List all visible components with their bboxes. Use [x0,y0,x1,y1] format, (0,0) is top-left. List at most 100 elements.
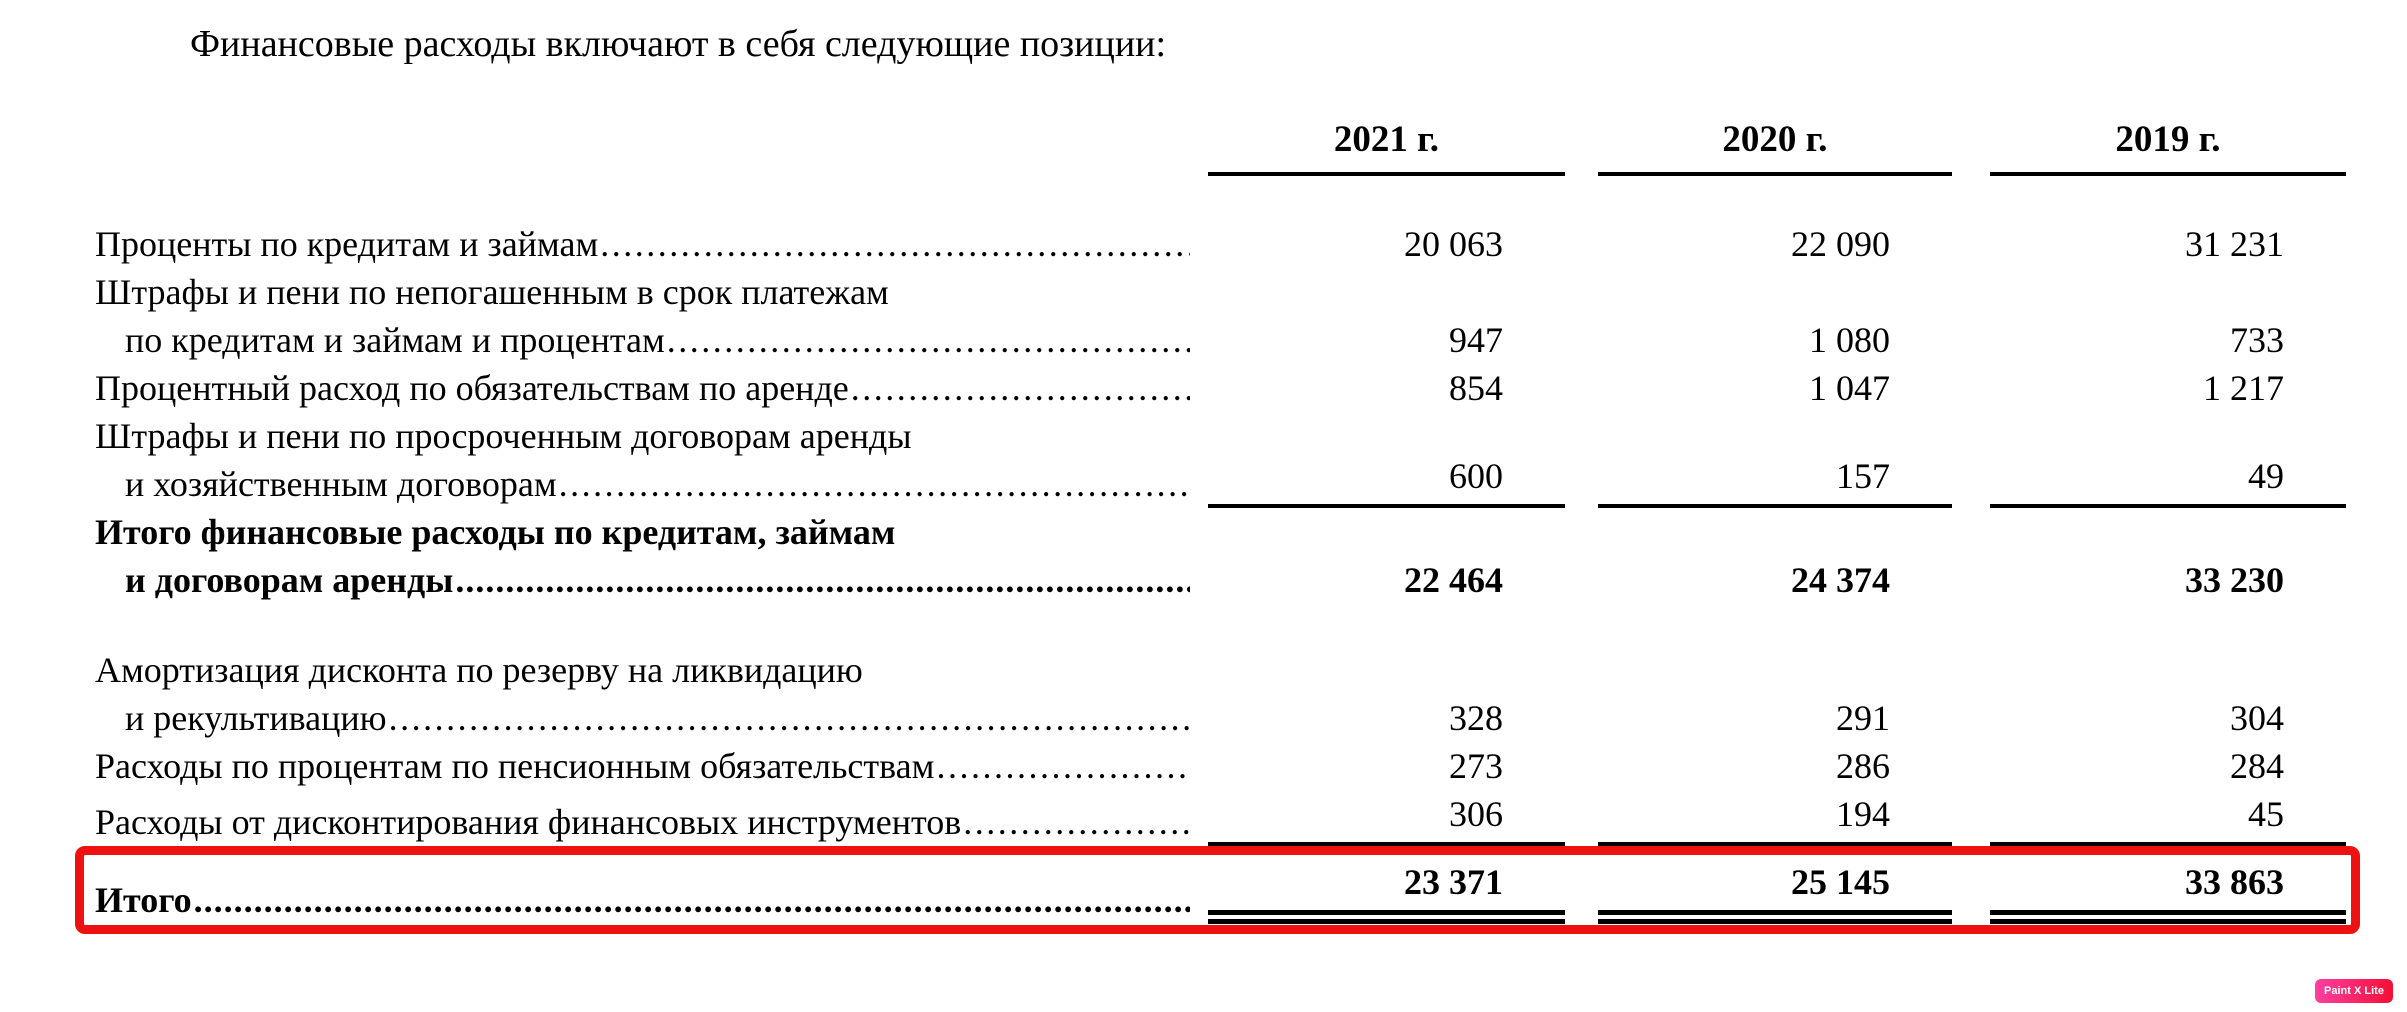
row-label-text: Штрафы и пени по просроченным договорам … [95,416,912,456]
dot-leader: ........................................… [666,320,1190,360]
row-value-text: 20 063 [1404,224,1503,264]
row-value-text: 33 230 [2185,560,2284,600]
total-label-text: Итого [95,880,192,920]
table-row: Итого финансовые расходы по кредитам, за… [95,508,2346,604]
row-value-text: 31 231 [2185,224,2284,264]
total-value-text: 23 371 [1404,862,1503,902]
row-value-2021: 20 063 [1208,220,1565,268]
row-value-text: 284 [2230,746,2284,786]
row-label-text: и хозяйственным договорам [125,464,557,504]
row-value-text: 49 [2248,456,2284,496]
row-label-line: Итого финансовые расходы по кредитам, за… [95,508,1190,556]
table-row: Штрафы и пени по просроченным договорам … [95,412,2346,508]
row-value-2019: 33 230 [1990,508,2346,604]
total-value-2019: 33 863 [1990,858,2346,924]
row-value-text: 45 [2248,794,2284,834]
row-value-text: 291 [1836,698,1890,738]
row-label-cell: Амортизация дисконта по резерву на ликви… [95,646,1208,742]
row-value-text: 306 [1449,794,1503,834]
row-label-line: Расходы по процентам по пенсионным обяза… [95,742,1190,790]
row-value-text: 194 [1836,794,1890,834]
dot-leader: ........................................… [558,464,1190,504]
row-label-line: по кредитам и займам и процентам........… [95,316,1190,364]
total-value-2020: 25 145 [1598,858,1952,924]
row-label-text: Проценты по кредитам и займам [95,224,599,264]
total-row-wrap: Итого ..................................… [75,846,2360,934]
row-value-2019: 304 [1990,646,2346,742]
row-label-line: Штрафы и пени по непогашенным в срок пла… [95,268,1190,316]
row-value-2020: 286 [1598,742,1952,790]
row-label-cell: Итого финансовые расходы по кредитам, за… [95,508,1208,604]
row-value-2020: 1 080 [1598,268,1952,364]
row-label-text: Расходы по процентам по пенсионным обяза… [95,746,935,786]
row-label-text: Амортизация дисконта по резерву на ликви… [95,650,863,690]
row-value-text: 22 090 [1791,224,1890,264]
dot-leader: ........................................… [963,802,1190,842]
total-label-line: Итого ..................................… [95,876,1190,924]
row-label-text: и рекультивацию [125,698,387,738]
total-label-cell: Итого ..................................… [95,876,1208,924]
table-header-row: 2021 г. 2020 г. 2019 г. [95,116,2346,176]
row-value-2020: 1 047 [1598,364,1952,412]
row-label-line: и рекультивацию.........................… [95,694,1190,742]
row-value-2019: 49 [1990,412,2346,508]
row-label-cell: Штрафы и пени по непогашенным в срок пла… [95,268,1208,364]
table-row: Амортизация дисконта по резерву на ликви… [95,646,2346,742]
row-label-cell: Расходы по процентам по пенсионным обяза… [95,742,1208,790]
row-label-cell: Процентный расход по обязательствам по а… [95,364,1208,412]
row-value-text: 1 047 [1809,368,1890,408]
table-row: Штрафы и пени по непогашенным в срок пла… [95,268,2346,364]
section-gap [95,604,2346,646]
dot-leader: ........................................… [193,880,1190,920]
total-value-2021: 23 371 [1208,858,1565,924]
row-value-text: 273 [1449,746,1503,786]
row-value-2020: 157 [1598,412,1952,508]
row-value-text: 947 [1449,320,1503,360]
row-label-line: Штрафы и пени по просроченным договорам … [95,412,1190,460]
total-value-text: 33 863 [2185,862,2284,902]
dot-leader: ........................................… [388,698,1190,738]
intro-text: Финансовые расходы включают в себя следу… [190,23,1167,65]
row-value-text: 600 [1449,456,1503,496]
row-label-text: по кредитам и займам и процентам [125,320,665,360]
table-row: Процентный расход по обязательствам по а… [95,364,2346,412]
row-value-2021: 273 [1208,742,1565,790]
table-body: Проценты по кредитам и займам...........… [95,220,2346,846]
column-header-2019: 2019 г. [1990,116,2346,176]
row-label-line: и договорам аренды......................… [95,556,1190,604]
row-label-text: Штрафы и пени по непогашенным в срок пла… [95,272,889,312]
row-label-line: Амортизация дисконта по резерву на ликви… [95,646,1190,694]
row-value-text: 22 464 [1404,560,1503,600]
row-value-2021: 328 [1208,646,1565,742]
row-value-2019: 45 [1990,790,2346,846]
table-row: Проценты по кредитам и займам...........… [95,220,2346,268]
row-value-2020: 194 [1598,790,1952,846]
row-value-2019: 31 231 [1990,220,2346,268]
total-row: Итого ..................................… [95,858,2346,924]
row-value-text: 286 [1836,746,1890,786]
dot-leader: ........................................… [600,224,1190,264]
row-value-2021: 22 464 [1208,508,1565,604]
row-value-2019: 733 [1990,268,2346,364]
column-header-2020: 2020 г. [1598,116,1952,176]
paint-x-lite-watermark-badge: Paint X Lite [2315,979,2393,1003]
row-label-cell: Расходы от дисконтирования финансовых ин… [95,798,1208,846]
dot-leader: ........................................… [850,368,1190,408]
row-value-2021: 306 [1208,790,1565,846]
row-value-text: 304 [2230,698,2284,738]
header-gap [95,176,2346,220]
row-value-2019: 1 217 [1990,364,2346,412]
dot-leader: ........................................… [936,746,1190,786]
row-label-text: Процентный расход по обязательствам по а… [95,368,849,408]
dot-leader: ........................................… [455,560,1190,600]
row-value-text: 328 [1449,698,1503,738]
row-value-text: 1 080 [1809,320,1890,360]
table-row: Расходы по процентам по пенсионным обяза… [95,742,2346,790]
row-value-2021: 854 [1208,364,1565,412]
row-label-text: Расходы от дисконтирования финансовых ин… [95,802,962,842]
row-value-2021: 600 [1208,412,1565,508]
row-label-line: и хозяйственным договорам...............… [95,460,1190,508]
document-page: { "document": { "intro": "Финансовые рас… [0,22,2407,1012]
row-label-line: Проценты по кредитам и займам...........… [95,220,1190,268]
row-label-line: Расходы от дисконтирования финансовых ин… [95,798,1190,846]
